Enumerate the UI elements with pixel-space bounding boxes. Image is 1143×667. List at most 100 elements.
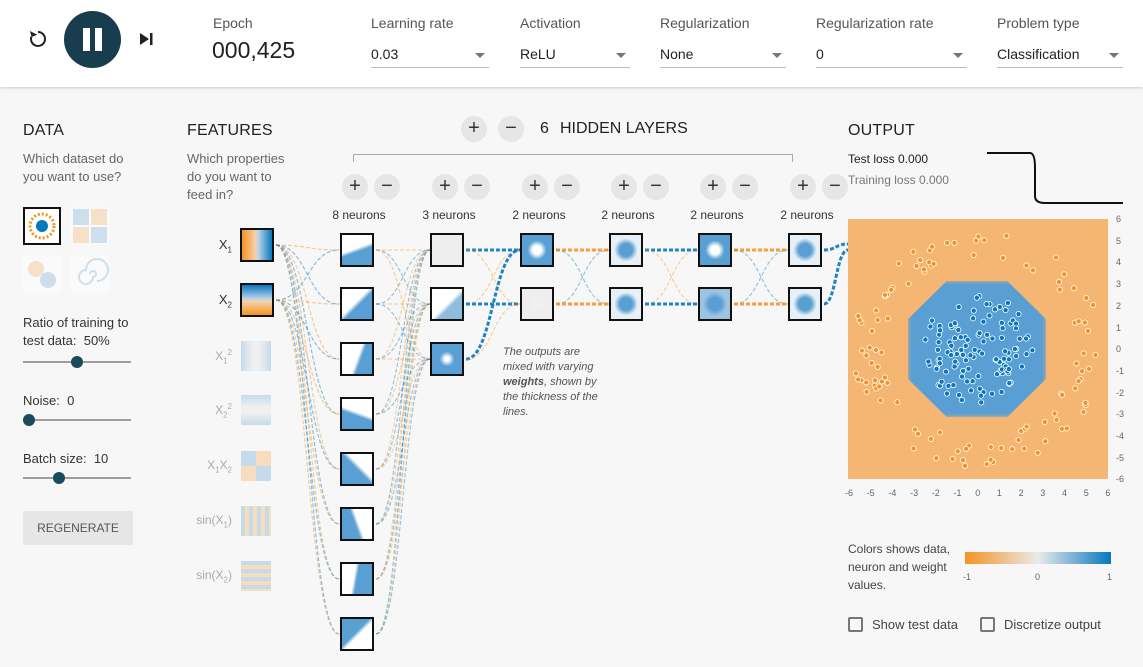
weight-line[interactable] — [375, 303, 431, 360]
feature-node[interactable] — [241, 561, 271, 591]
feature-node[interactable] — [241, 506, 271, 536]
discretize-output-label[interactable]: Discretize output — [1004, 617, 1101, 632]
weight-line[interactable] — [375, 358, 431, 415]
remove-layer-button[interactable]: − — [498, 116, 524, 142]
weight-line[interactable] — [375, 303, 431, 635]
neuron-node[interactable] — [788, 287, 822, 321]
weight-line[interactable] — [275, 299, 340, 415]
weight-line[interactable] — [275, 244, 340, 360]
remove-neuron-button[interactable]: − — [554, 174, 580, 200]
weight-line[interactable] — [555, 249, 610, 305]
weight-line[interactable] — [823, 248, 849, 306]
weight-line[interactable] — [375, 249, 431, 305]
weight-line[interactable] — [275, 244, 340, 305]
remove-neuron-button[interactable]: − — [732, 174, 758, 200]
remove-neuron-button[interactable]: − — [374, 174, 400, 200]
weight-line[interactable] — [823, 242, 849, 252]
neuron-node[interactable] — [520, 233, 554, 267]
dataset-circle[interactable] — [23, 207, 61, 245]
batch-slider-knob[interactable] — [52, 472, 65, 484]
neuron-node[interactable] — [340, 507, 374, 541]
neuron-node[interactable] — [340, 562, 374, 596]
neuron-node[interactable] — [340, 617, 374, 651]
add-neuron-button[interactable]: + — [790, 174, 816, 200]
regularization-rate-select[interactable]: 0 — [816, 38, 967, 68]
dataset-xor[interactable] — [71, 207, 109, 245]
neuron-node[interactable] — [520, 287, 554, 321]
weight-line[interactable] — [275, 244, 340, 251]
weight-line[interactable] — [375, 358, 431, 470]
weight-line[interactable] — [275, 244, 340, 525]
batch-slider[interactable] — [23, 472, 131, 484]
weight-line[interactable] — [644, 249, 699, 305]
weight-line[interactable] — [465, 249, 521, 305]
remove-neuron-button[interactable]: − — [822, 174, 848, 200]
weight-line[interactable] — [375, 249, 431, 470]
reset-icon[interactable] — [27, 28, 49, 50]
weight-line[interactable] — [375, 303, 431, 415]
feature-node[interactable] — [241, 341, 271, 371]
weight-line[interactable] — [275, 299, 340, 360]
dataset-spiral[interactable] — [71, 255, 109, 293]
weight-line[interactable] — [375, 358, 431, 635]
add-neuron-button[interactable]: + — [700, 174, 726, 200]
weight-line[interactable] — [733, 249, 789, 305]
neuron-node[interactable] — [698, 287, 732, 321]
weight-line[interactable] — [465, 303, 521, 360]
neuron-node[interactable] — [340, 342, 374, 376]
add-neuron-button[interactable]: + — [342, 174, 368, 200]
ratio-slider[interactable] — [23, 356, 131, 368]
weight-line[interactable] — [275, 299, 340, 305]
add-neuron-button[interactable]: + — [611, 174, 637, 200]
regularization-select[interactable]: None — [660, 38, 786, 68]
weight-line[interactable] — [733, 249, 789, 305]
weight-line[interactable] — [375, 303, 431, 580]
pause-button[interactable] — [64, 11, 121, 68]
weight-line[interactable] — [555, 249, 610, 305]
feature-node[interactable] — [241, 395, 271, 425]
neuron-node[interactable] — [340, 287, 374, 321]
neuron-node[interactable] — [340, 397, 374, 431]
add-neuron-button[interactable]: + — [432, 174, 458, 200]
neuron-node[interactable] — [609, 233, 643, 267]
regenerate-button[interactable]: REGENERATE — [23, 511, 133, 545]
step-icon[interactable] — [139, 32, 155, 46]
neuron-node[interactable] — [609, 287, 643, 321]
add-layer-button[interactable]: + — [461, 116, 487, 142]
show-test-data-checkbox[interactable] — [848, 617, 863, 632]
neuron-node[interactable] — [698, 233, 732, 267]
weight-line[interactable] — [644, 249, 699, 305]
neuron-node[interactable] — [430, 287, 464, 321]
neuron-node[interactable] — [340, 233, 374, 267]
neuron-node[interactable] — [788, 233, 822, 267]
weight-line[interactable] — [275, 249, 340, 301]
neuron-node[interactable] — [430, 233, 464, 267]
weight-line[interactable] — [375, 358, 431, 580]
weight-line[interactable] — [375, 249, 431, 580]
feature-node[interactable] — [241, 451, 271, 481]
neuron-node[interactable] — [430, 342, 464, 376]
weight-line[interactable] — [375, 249, 431, 360]
remove-neuron-button[interactable]: − — [464, 174, 490, 200]
weight-line[interactable] — [275, 244, 340, 470]
feature-node[interactable] — [240, 283, 274, 317]
weight-line[interactable] — [375, 303, 431, 360]
weight-line[interactable] — [275, 244, 340, 415]
weight-line[interactable] — [275, 244, 340, 580]
discretize-output-checkbox[interactable] — [980, 617, 995, 632]
weight-line[interactable] — [465, 248, 521, 361]
add-neuron-button[interactable]: + — [522, 174, 548, 200]
remove-neuron-button[interactable]: − — [643, 174, 669, 200]
weight-line[interactable] — [375, 249, 431, 635]
noise-slider[interactable] — [23, 414, 131, 426]
dataset-gauss[interactable] — [23, 255, 61, 293]
learning-rate-select[interactable]: 0.03 — [371, 38, 489, 68]
problem-type-select[interactable]: Classification — [997, 38, 1123, 68]
activation-select[interactable]: ReLU — [520, 38, 630, 68]
neuron-node[interactable] — [340, 452, 374, 486]
noise-slider-knob[interactable] — [23, 414, 35, 426]
weight-line[interactable] — [275, 299, 340, 470]
weight-line[interactable] — [275, 299, 340, 635]
ratio-slider-knob[interactable] — [71, 356, 83, 368]
weight-line[interactable] — [465, 249, 521, 305]
